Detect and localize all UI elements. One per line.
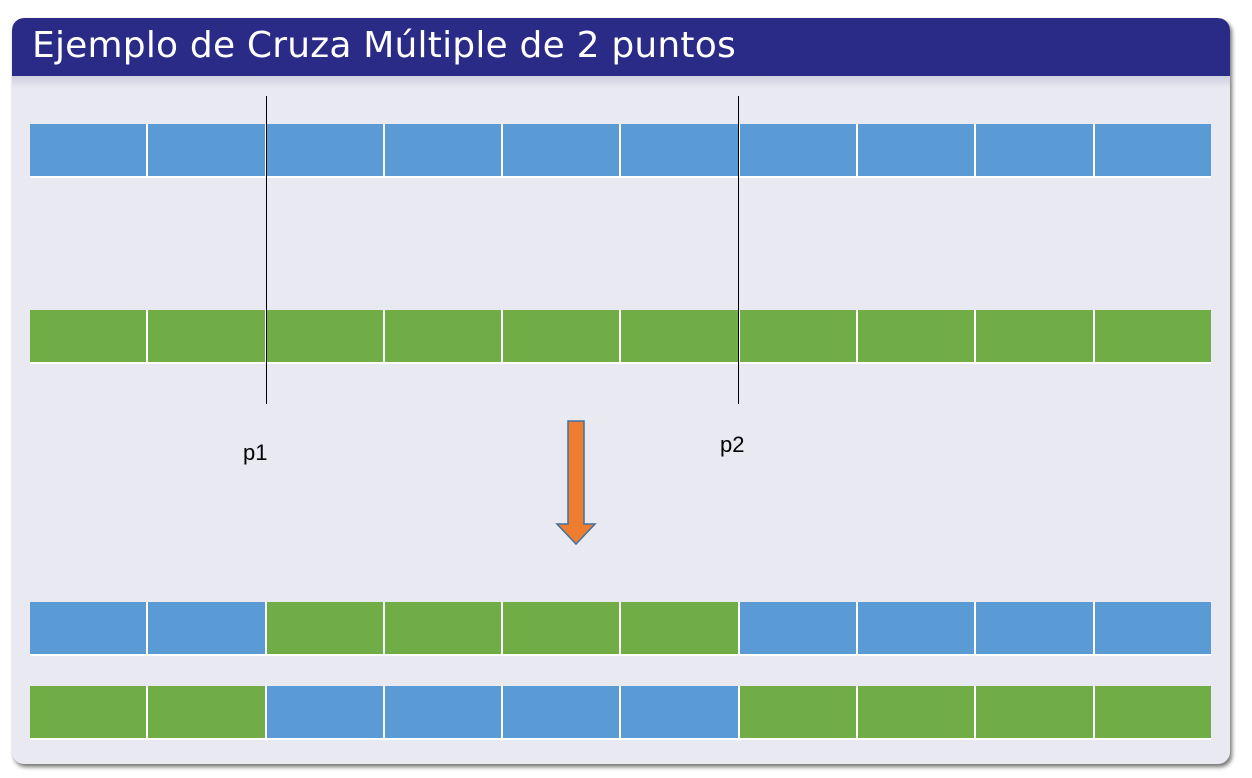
gene-blue bbox=[30, 602, 149, 654]
gene-green bbox=[266, 602, 385, 654]
gene-blue bbox=[503, 686, 622, 738]
gene-green bbox=[858, 686, 977, 738]
gene-green bbox=[503, 602, 622, 654]
gene-blue bbox=[1094, 124, 1211, 176]
parent-chromosome-2 bbox=[30, 310, 1211, 362]
gene-green bbox=[739, 686, 859, 738]
gene-blue bbox=[739, 602, 859, 654]
gene-green bbox=[384, 310, 504, 362]
cut-line-p2 bbox=[738, 96, 739, 404]
gene-blue bbox=[503, 124, 622, 176]
gene-blue bbox=[858, 124, 977, 176]
gene-blue bbox=[621, 686, 740, 738]
gene-green bbox=[1094, 686, 1211, 738]
gene-green bbox=[739, 310, 859, 362]
gene-blue bbox=[858, 602, 977, 654]
cut-line-p1 bbox=[266, 96, 267, 404]
gene-green bbox=[976, 686, 1095, 738]
down-arrow-icon bbox=[555, 420, 597, 546]
offspring-chromosome-1 bbox=[30, 602, 1211, 654]
title-shadow bbox=[12, 76, 1230, 88]
gene-green bbox=[503, 310, 622, 362]
gene-blue bbox=[384, 686, 504, 738]
gene-green bbox=[30, 310, 149, 362]
gene-blue bbox=[739, 124, 859, 176]
gene-green bbox=[621, 310, 740, 362]
gene-blue bbox=[266, 124, 385, 176]
cut-label-p1: p1 bbox=[243, 440, 268, 465]
slide: Ejemplo de Cruza Múltiple de 2 puntos p1… bbox=[12, 18, 1230, 764]
offspring-chromosome-2 bbox=[30, 686, 1211, 738]
gene-blue bbox=[30, 124, 149, 176]
gene-blue bbox=[976, 602, 1095, 654]
gene-green bbox=[976, 310, 1095, 362]
gene-blue bbox=[148, 124, 267, 176]
gene-green bbox=[1094, 310, 1211, 362]
gene-green bbox=[148, 686, 267, 738]
gene-blue bbox=[621, 124, 740, 176]
gene-green bbox=[148, 310, 267, 362]
parent-chromosome-1 bbox=[30, 124, 1211, 176]
gene-blue bbox=[1094, 602, 1211, 654]
gene-green bbox=[266, 310, 385, 362]
gene-green bbox=[384, 602, 504, 654]
gene-green bbox=[30, 686, 149, 738]
gene-blue bbox=[976, 124, 1095, 176]
cut-label-p2: p2 bbox=[720, 432, 745, 457]
gene-green bbox=[858, 310, 977, 362]
slide-title: Ejemplo de Cruza Múltiple de 2 puntos bbox=[32, 25, 736, 66]
gene-blue bbox=[384, 124, 504, 176]
gene-blue bbox=[266, 686, 385, 738]
gene-blue bbox=[148, 602, 267, 654]
title-bar: Ejemplo de Cruza Múltiple de 2 puntos bbox=[12, 18, 1230, 76]
gene-green bbox=[621, 602, 740, 654]
